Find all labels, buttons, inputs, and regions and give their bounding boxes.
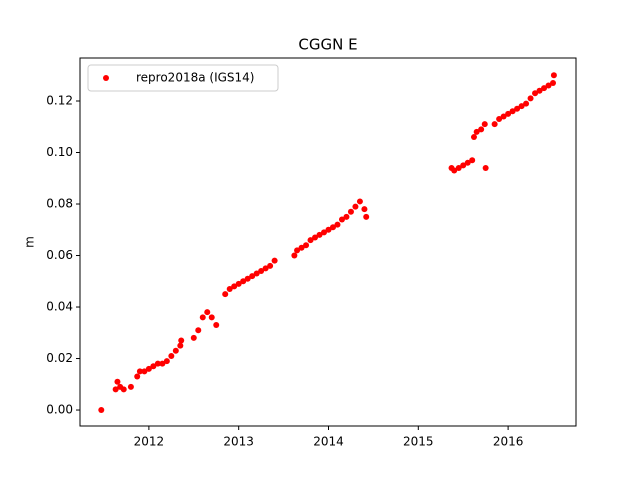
x-tick-label: 2016 — [493, 435, 524, 449]
point — [120, 386, 127, 393]
point — [363, 213, 370, 220]
point — [294, 247, 301, 254]
x-tick-label: 2013 — [223, 435, 254, 449]
point — [298, 244, 305, 251]
point — [262, 265, 269, 272]
point — [356, 198, 363, 205]
point — [168, 352, 175, 359]
point — [303, 242, 310, 249]
legend-marker — [103, 75, 109, 81]
point — [541, 85, 548, 92]
point — [271, 257, 278, 264]
point — [550, 72, 557, 79]
point — [532, 90, 539, 97]
point — [505, 110, 512, 117]
y-tick-label: 0.10 — [46, 145, 73, 159]
point — [199, 314, 206, 321]
point — [163, 358, 170, 365]
point — [253, 270, 260, 277]
point — [527, 95, 534, 102]
point — [127, 383, 134, 390]
chart-title: CGGN E — [298, 36, 357, 54]
point — [500, 113, 507, 120]
point — [190, 334, 197, 341]
point — [244, 275, 251, 282]
y-tick-label: 0.02 — [46, 351, 73, 365]
point — [455, 164, 462, 171]
point — [231, 283, 238, 290]
point — [518, 103, 525, 110]
point — [523, 100, 530, 107]
x-tick-label: 2015 — [403, 435, 434, 449]
point — [470, 134, 477, 141]
y-tick-label: 0.00 — [46, 403, 73, 417]
point — [150, 363, 157, 370]
point — [312, 234, 319, 241]
point — [545, 82, 552, 89]
point — [226, 285, 233, 292]
point — [338, 216, 345, 223]
point — [334, 221, 341, 228]
point — [134, 373, 141, 380]
point — [145, 365, 152, 372]
point — [114, 378, 121, 385]
point — [321, 229, 328, 236]
point — [172, 347, 179, 354]
legend-box — [87, 64, 279, 92]
point — [361, 206, 368, 213]
point — [473, 128, 480, 135]
point — [154, 360, 161, 367]
point — [178, 337, 185, 344]
point — [98, 407, 105, 414]
point — [478, 126, 485, 133]
point — [222, 291, 229, 298]
point — [258, 267, 265, 274]
point — [509, 108, 516, 115]
point — [329, 224, 336, 231]
point — [550, 79, 557, 86]
point — [325, 226, 332, 233]
point — [112, 386, 119, 393]
y-tick-label: 0.12 — [46, 94, 73, 108]
point — [291, 252, 298, 259]
point — [141, 368, 148, 375]
point — [514, 105, 521, 112]
point — [195, 327, 202, 334]
y-axis-label: m — [23, 236, 37, 248]
point — [316, 231, 323, 238]
x-tick-label: 2012 — [134, 435, 165, 449]
y-tick-label: 0.08 — [46, 197, 73, 211]
point — [469, 157, 476, 164]
point — [267, 262, 274, 269]
legend-label: repro2018a (IGS14) — [136, 71, 254, 85]
point — [451, 167, 458, 174]
point — [177, 342, 184, 349]
x-tick-label: 2014 — [313, 435, 344, 449]
point — [491, 121, 498, 128]
point — [536, 87, 543, 94]
point — [240, 278, 247, 285]
point — [159, 360, 166, 367]
point — [481, 121, 488, 128]
point — [464, 159, 471, 166]
y-tick-label: 0.06 — [46, 248, 73, 262]
point — [347, 208, 354, 215]
point — [496, 116, 503, 123]
plot-frame — [79, 57, 577, 427]
point — [307, 237, 314, 244]
point — [204, 309, 211, 316]
point — [208, 314, 215, 321]
point — [343, 213, 350, 220]
point — [136, 368, 143, 375]
point — [249, 273, 256, 280]
point — [352, 203, 359, 210]
point — [460, 162, 467, 169]
y-tick-label: 0.04 — [46, 300, 73, 314]
point — [482, 164, 489, 171]
point — [213, 322, 220, 329]
point — [235, 280, 242, 287]
